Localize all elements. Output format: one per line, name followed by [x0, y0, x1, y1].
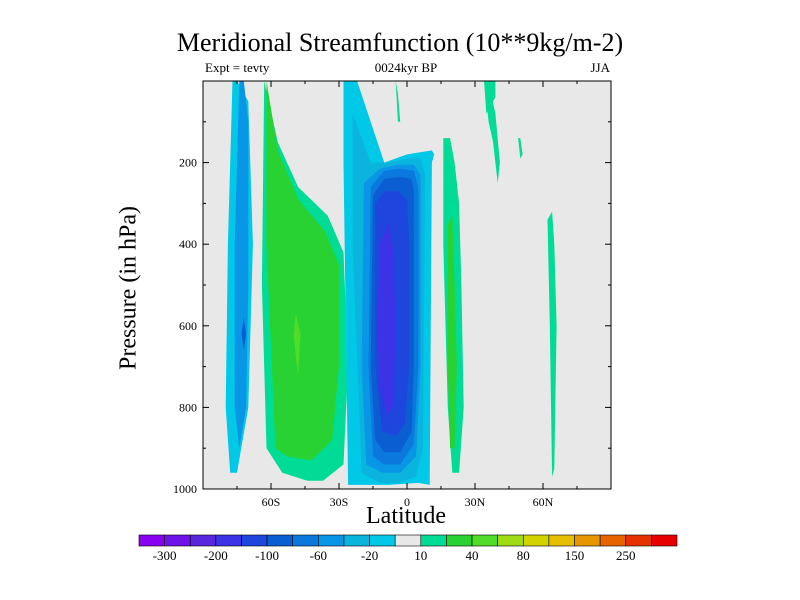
cell-sh-outer-spot: [241, 317, 247, 351]
cell-sh-outer-core: [234, 81, 249, 449]
y-tick-label: 600: [179, 319, 197, 333]
colorbar-box: [369, 534, 396, 547]
colorbar-label: -300: [153, 548, 177, 563]
cell-ferrel: [266, 81, 339, 461]
period-label: 0024kyr BP: [374, 60, 438, 75]
colorbar-box: [574, 534, 601, 547]
colorbar-box: [420, 534, 447, 547]
colorbar-box: [651, 534, 678, 547]
colorbar-box: [164, 534, 191, 547]
x-tick-label: 30N: [465, 495, 486, 509]
colorbar-box: [471, 534, 498, 547]
cell-top-green-3: [484, 81, 496, 114]
y-tick-label: 200: [179, 156, 197, 170]
x-axis-label: Latitude: [366, 503, 446, 529]
colorbar-box: [394, 534, 422, 547]
colorbar-box: [522, 534, 550, 547]
colorbar-label: 10: [414, 548, 427, 563]
y-tick-label: 400: [179, 237, 197, 251]
colorbar-box: [446, 534, 473, 547]
season-label: JJA: [590, 60, 610, 75]
x-tick-label: 30S: [330, 495, 349, 509]
colorbar-box: [497, 534, 524, 547]
colorbar-box: [599, 534, 627, 547]
colorbar-box: [292, 534, 319, 547]
colorbar-box: [266, 534, 294, 547]
colorbar-box: [548, 534, 575, 547]
x-tick-label: 60N: [533, 495, 554, 509]
experiment-label: Expt = tevty: [205, 60, 270, 75]
colorbar-box: [241, 534, 268, 547]
y-tick-label: 800: [179, 400, 197, 414]
cell-hadley-core: [377, 223, 396, 416]
cell-nh-52: [518, 138, 523, 159]
colorbar-label: 80: [517, 548, 530, 563]
colorbar-label: -200: [204, 548, 228, 563]
colorbar-box: [215, 534, 242, 547]
cell-nh-band-core: [447, 215, 457, 449]
colorbar-label: 40: [466, 548, 479, 563]
colorbar-box: [318, 534, 345, 547]
colorbar-label: -60: [310, 548, 327, 563]
cell-nh-60: [547, 211, 557, 477]
colorbar-box: [625, 534, 652, 547]
colorbar-label: -20: [361, 548, 378, 563]
colorbar-label: -100: [255, 548, 279, 563]
y-tick-label: 1000: [173, 482, 197, 496]
chart-title: Meridional Streamfunction (10**9kg/m-2): [176, 28, 624, 57]
colorbar-label: 250: [616, 548, 636, 563]
colorbar-box: [189, 534, 217, 547]
colorbar-box: [138, 534, 165, 547]
x-tick-label: 0: [404, 495, 410, 509]
cell-top-green-1: [395, 81, 401, 122]
colorbar-label: 150: [565, 548, 585, 563]
x-tick-label: 60S: [262, 495, 281, 509]
cell-ferrel-core: [293, 313, 301, 375]
colorbar-box: [343, 534, 370, 547]
